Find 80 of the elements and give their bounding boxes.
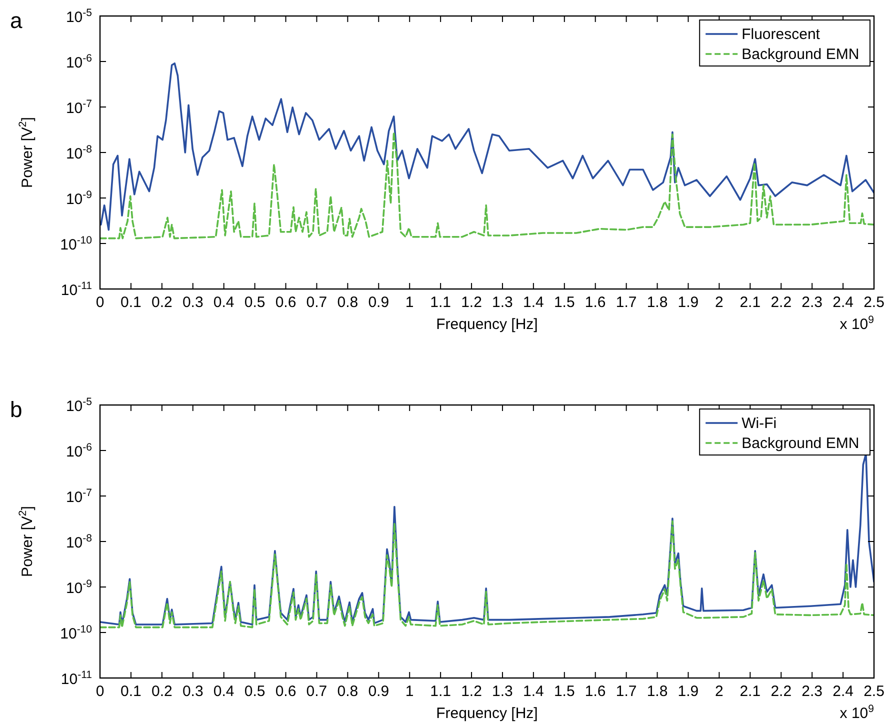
x-tick-label: 2.2 <box>770 294 792 311</box>
y-tick-label: 10$^{-6}$ <box>66 442 92 460</box>
x-tick-label: 0.3 <box>182 683 204 700</box>
x-tick-label: 1.5 <box>554 683 575 700</box>
x-tick-label: 1.8 <box>646 683 668 700</box>
text: x 10$^{9}$ <box>840 703 874 722</box>
x-tick-label: 0.9 <box>368 294 390 311</box>
legend-label: Background EMN <box>742 435 860 452</box>
x-tick-label: 1.2 <box>461 294 482 311</box>
line-series <box>100 131 874 240</box>
x-tick-label: 2.1 <box>740 294 761 311</box>
x-tick-label: 1.7 <box>616 294 637 311</box>
x-tick-label: 2 <box>715 683 724 700</box>
y-tick-label: 10$^{-7}$ <box>66 487 92 506</box>
x-axis-title: Frequency [Hz] <box>436 705 538 722</box>
x-tick-label: 2.1 <box>740 683 761 700</box>
x-tick-label: 0.3 <box>182 294 204 311</box>
x-tick-label: 0 <box>96 683 104 700</box>
y-tick-label: 10$^{-5}$ <box>66 396 92 415</box>
x-tick-label: 2.2 <box>770 683 792 700</box>
x-tick-label: 1.9 <box>678 294 699 311</box>
legend-label: Background EMN <box>742 46 860 63</box>
x-tick-label: 0.7 <box>306 294 328 311</box>
x-tick-label: 0.6 <box>275 683 296 700</box>
x-tick-label: 2.3 <box>802 683 823 700</box>
x-tick-label: 1.8 <box>646 294 668 311</box>
line-series <box>100 452 874 626</box>
x-tick-label: 1 <box>405 683 414 700</box>
x-tick-label: 0.1 <box>120 683 142 700</box>
legend-label: Wi-Fi <box>742 415 777 432</box>
x-tick-label: 1 <box>405 294 414 311</box>
x-tick-label: 0.2 <box>151 294 172 311</box>
x-tick-label: 1.4 <box>523 683 544 700</box>
y-tick-label: 10$^{-6}$ <box>66 52 92 72</box>
x-tick-label: 1.5 <box>554 294 575 311</box>
y-tick-label: 10$^{-9}$ <box>66 578 92 597</box>
y-tick-label: 10$^{-8}$ <box>66 144 92 162</box>
x-tick-label: 1.3 <box>492 683 513 700</box>
x-tick-label: 1.9 <box>678 683 699 700</box>
x-axis-title: Frequency [Hz] <box>436 316 538 333</box>
x-tick-label: 1.7 <box>616 683 637 700</box>
x-tick-label: 2.5 <box>864 683 884 700</box>
y-tick-label: 10$^{-11}$ <box>60 280 92 299</box>
x-tick-label: 2 <box>715 294 724 311</box>
x-tick-label: 1.2 <box>461 683 482 700</box>
x-tick-label: 2.4 <box>832 294 854 311</box>
x-tick-label: 0.8 <box>337 294 358 311</box>
x-tick-label: 1.6 <box>584 294 606 311</box>
chart-title: b <box>10 397 22 422</box>
x-tick-label: 2.4 <box>832 683 854 700</box>
x-tick-label: 0 <box>96 294 104 311</box>
x-tick-label: 0.5 <box>244 294 266 311</box>
x-tick-label: 0.7 <box>306 683 328 700</box>
y-tick-label: 10$^{-8}$ <box>66 532 92 552</box>
x-tick-label: 0.6 <box>275 294 296 311</box>
x-tick-label: 0.4 <box>213 683 234 700</box>
line-series <box>100 62 874 231</box>
y-tick-label: 10$^{-9}$ <box>66 189 92 208</box>
line-series <box>100 520 874 628</box>
x-tick-label: 1.1 <box>430 683 451 700</box>
x-tick-label: 0.2 <box>151 683 172 700</box>
y-tick-label: 10$^{-7}$ <box>66 98 92 117</box>
x-tick-label: 0.5 <box>244 683 266 700</box>
x-tick-label: 2.3 <box>802 294 823 311</box>
text: x 10$^{9}$ <box>840 314 874 333</box>
x-tick-label: 1.3 <box>492 294 513 311</box>
y-tick-label: 10$^{-10}$ <box>60 234 92 254</box>
y-tick-label: 10$^{-10}$ <box>60 624 92 642</box>
y-tick-label: 10$^{-11}$ <box>60 669 92 688</box>
x-tick-label: 1.1 <box>430 294 451 311</box>
x-tick-label: 0.1 <box>120 294 142 311</box>
x-tick-label: 2.5 <box>864 294 884 311</box>
x-tick-label: 0.8 <box>337 683 358 700</box>
legend-label: Fluorescent <box>742 26 821 43</box>
y-tick-label: 10$^{-5}$ <box>66 7 92 26</box>
x-tick-label: 0.4 <box>213 294 234 311</box>
x-tick-label: 1.6 <box>584 683 606 700</box>
chart-title: a <box>10 8 23 33</box>
x-tick-label: 1.4 <box>523 294 544 311</box>
x-tick-label: 0.9 <box>368 683 390 700</box>
